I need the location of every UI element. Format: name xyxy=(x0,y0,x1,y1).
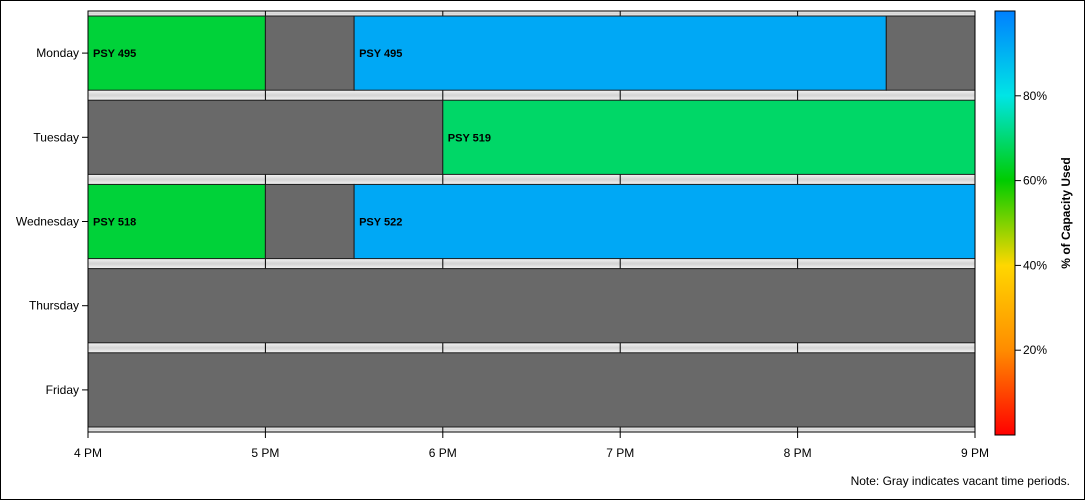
legend-title: % of Capacity Used xyxy=(1059,157,1073,268)
vacant-bar xyxy=(87,99,444,175)
row-separator-stripe xyxy=(88,174,975,185)
plot-border xyxy=(87,10,976,433)
vacant-bar xyxy=(264,183,355,260)
vacant-bar xyxy=(264,15,355,91)
row-separator-stripe xyxy=(88,427,975,432)
x-tick-label: 7 PM xyxy=(606,446,634,460)
class-bar xyxy=(353,15,887,91)
legend-tick-label: 80% xyxy=(1023,89,1047,103)
vacant-bar xyxy=(87,352,976,428)
color-legend: 20% 40% 60% 80% % of Capacity Used xyxy=(994,10,1073,436)
day-label: Monday xyxy=(36,46,79,60)
legend-tick-label: 20% xyxy=(1023,343,1047,357)
plot-area: PSY 495 PSY 495 Monday PSY 519 Tuesday PSY 51… xyxy=(16,10,989,460)
class-bar-label: PSY 522 xyxy=(359,217,402,229)
x-tick-label: 6 PM xyxy=(429,446,457,460)
class-bar-label: PSY 518 xyxy=(93,217,136,229)
day-label: Thursday xyxy=(29,299,79,313)
x-tick-label: 4 PM xyxy=(74,446,102,460)
row-separator-stripe xyxy=(88,258,975,269)
day-label: Tuesday xyxy=(33,130,79,144)
legend-tick-label: 40% xyxy=(1023,258,1047,272)
x-tick-label: 9 PM xyxy=(961,446,989,460)
legend-color-bar xyxy=(994,10,1016,436)
row-separator-stripe xyxy=(88,11,975,16)
x-tick-label: 8 PM xyxy=(784,446,812,460)
class-bar xyxy=(353,183,976,260)
row-separator-stripe xyxy=(88,342,975,353)
class-bar-label: PSY 495 xyxy=(359,48,402,60)
day-label: Friday xyxy=(46,383,79,397)
class-bar-label: PSY 519 xyxy=(448,132,491,144)
vacant-bar xyxy=(885,15,976,91)
class-bar xyxy=(87,183,266,260)
legend-tick-label: 60% xyxy=(1023,174,1047,188)
class-bar-label: PSY 495 xyxy=(93,48,136,60)
row-separator-stripe xyxy=(88,90,975,101)
x-tick-label: 5 PM xyxy=(251,446,279,460)
class-bar xyxy=(442,99,976,175)
vacant-bar xyxy=(87,268,976,344)
day-label: Wednesday xyxy=(16,215,79,229)
vacancy-note: Note: Gray indicates vacant time periods… xyxy=(851,474,1070,488)
